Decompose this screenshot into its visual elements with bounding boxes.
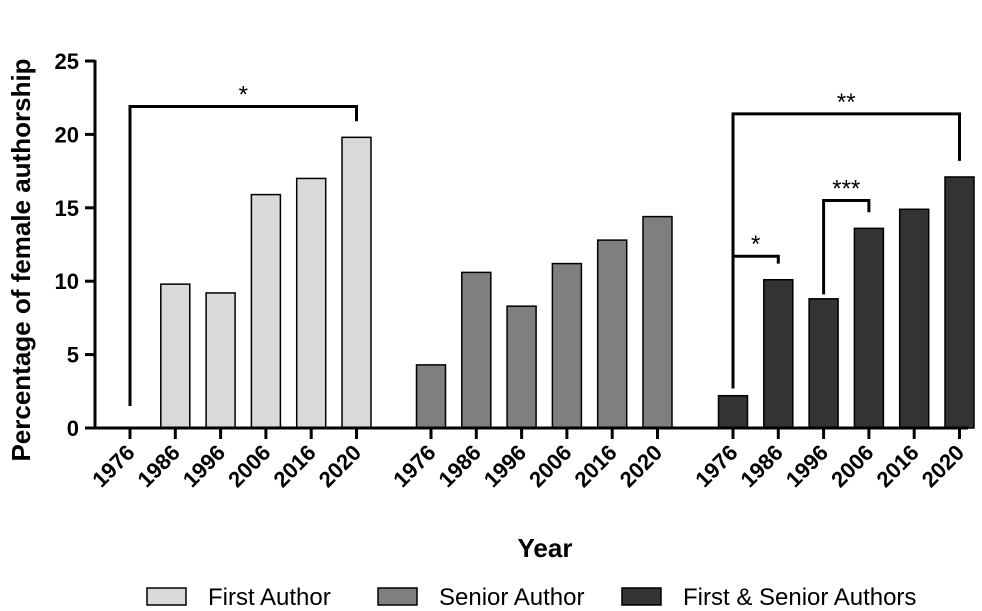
- x-tick-label: 1996: [781, 440, 833, 492]
- y-tick-label: 10: [55, 269, 79, 294]
- legend-swatch: [621, 587, 662, 606]
- bars-layer: [160, 136, 975, 429]
- bar: [461, 271, 492, 429]
- y-tick-label: 25: [55, 49, 79, 74]
- x-tick-label: 1986: [133, 440, 185, 492]
- x-axis-title: Year: [518, 533, 573, 563]
- bar: [205, 292, 236, 429]
- significance-label: **: [837, 89, 856, 116]
- bar: [944, 176, 975, 429]
- bar: [717, 394, 749, 429]
- significance-bracket: [731, 254, 780, 389]
- x-tick-label: 1996: [178, 440, 230, 492]
- bar: [341, 136, 372, 429]
- x-tick-label: 2020: [314, 440, 366, 492]
- x-tick-label: 1976: [87, 440, 139, 492]
- x-tick-label: 1986: [434, 440, 486, 492]
- y-tick-label: 5: [67, 343, 79, 368]
- bar: [808, 298, 839, 429]
- bar: [853, 227, 885, 429]
- legend: First Author Senior Author First & Senior …: [146, 584, 916, 611]
- x-tick-label: 2006: [826, 440, 878, 492]
- x-tick-label: 2006: [223, 440, 275, 492]
- bar: [506, 305, 537, 429]
- y-axis-title: Percentage of female authorship: [6, 58, 36, 461]
- bar: [596, 239, 628, 429]
- legend-label: First & Senior Authors: [683, 584, 916, 611]
- legend-label: Senior Author: [439, 584, 584, 611]
- significance-label: *: [751, 231, 760, 258]
- y-tick-label: 15: [55, 196, 79, 221]
- y-tick-label: 20: [55, 122, 79, 147]
- significance-bracket: [822, 198, 871, 295]
- legend-swatch: [377, 587, 418, 606]
- significance-label: ***: [832, 175, 860, 202]
- x-tick-label: 2016: [268, 440, 320, 492]
- legend-swatch: [146, 587, 187, 606]
- bar: [160, 283, 191, 429]
- x-tick-label: 2006: [524, 440, 576, 492]
- x-tick-label: 2020: [615, 440, 667, 492]
- bar: [898, 208, 930, 429]
- x-tick-label: 1976: [388, 440, 440, 492]
- bar: [551, 262, 583, 429]
- x-tick-label: 1996: [479, 440, 531, 492]
- x-tick-label: 2020: [917, 440, 969, 492]
- significance-bracket: [731, 112, 961, 389]
- x-tick-label: 2016: [871, 440, 923, 492]
- bar: [763, 278, 794, 429]
- y-ticks: 0 5 10 15 20 25: [55, 49, 95, 441]
- bar: [642, 215, 673, 429]
- bar: [415, 364, 447, 429]
- x-tick-label: 2016: [569, 440, 621, 492]
- x-tick-label: 1976: [690, 440, 742, 492]
- significance-brackets: * ******: [128, 82, 961, 406]
- significance-label: *: [239, 82, 248, 109]
- x-tick-label: 1986: [736, 440, 788, 492]
- significance-bracket: [128, 105, 358, 406]
- y-tick-label: 0: [67, 416, 79, 441]
- bar: [295, 177, 327, 429]
- bar: [250, 193, 282, 429]
- legend-label: First Author: [208, 584, 331, 611]
